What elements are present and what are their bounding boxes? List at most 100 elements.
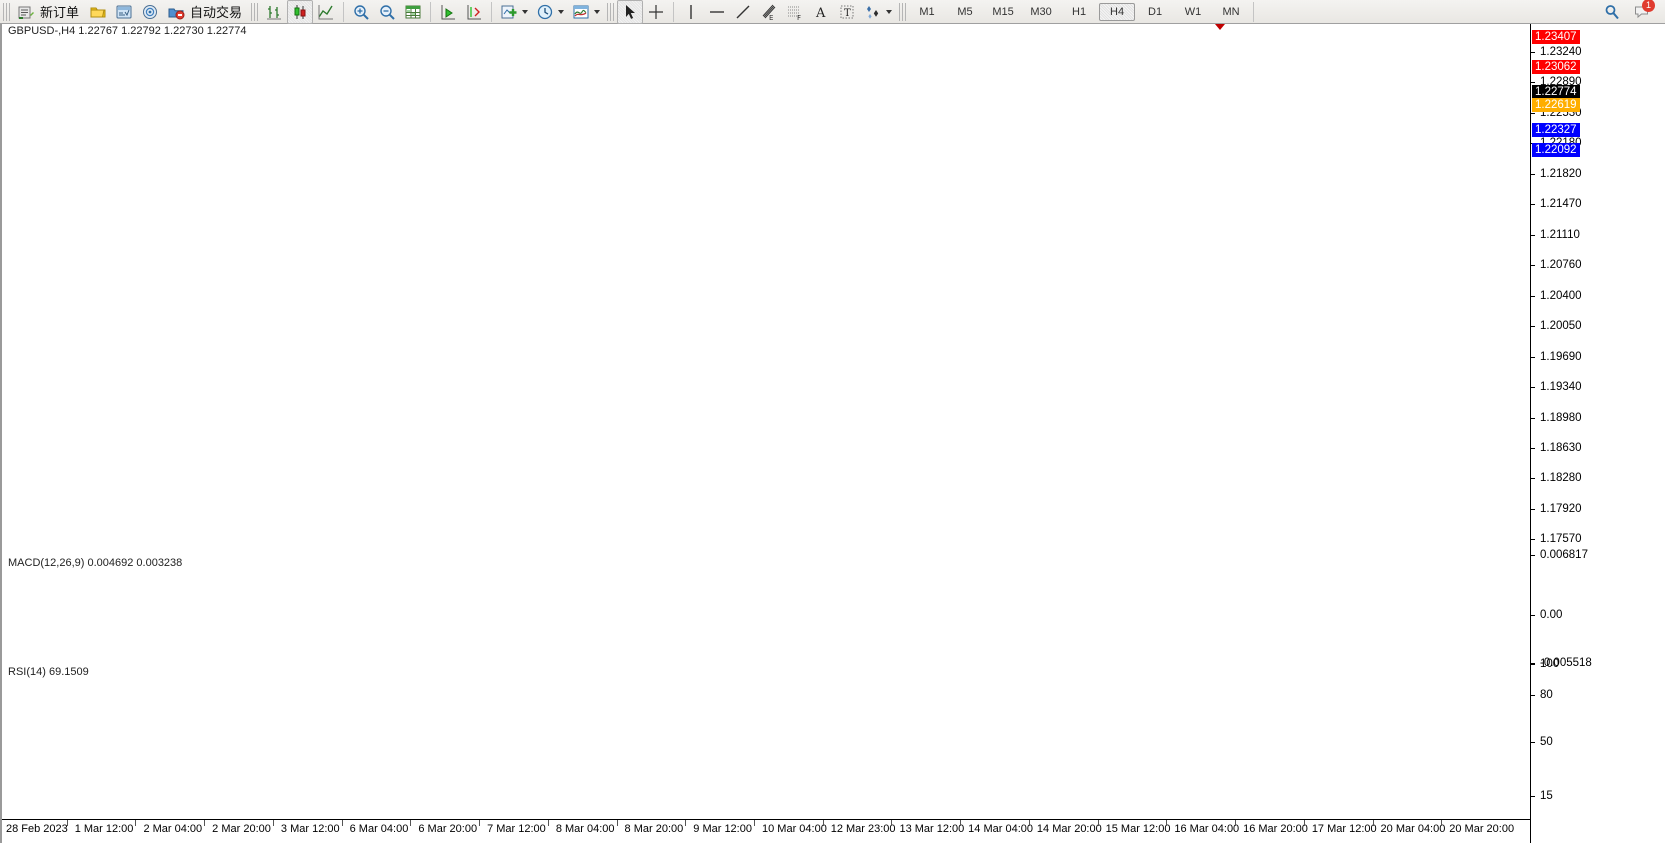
- new-order-label: 新订单: [40, 5, 80, 20]
- time-axis-separator: [1441, 820, 1443, 826]
- fibonacci-button[interactable]: F: [782, 0, 808, 24]
- toolbar-separator-5: [1253, 1, 1255, 22]
- toolbar-separator-1: [343, 1, 345, 22]
- chart-shift-button[interactable]: [461, 0, 487, 24]
- label-button[interactable]: T: [834, 0, 860, 24]
- fibonacci-icon: F: [788, 6, 801, 21]
- price-tick: [1531, 234, 1535, 236]
- trendline-button[interactable]: [730, 0, 756, 24]
- price-level-badge[interactable]: 1.22774: [1532, 84, 1580, 99]
- price-tick-label: 1.17920: [1540, 503, 1582, 516]
- price-tick: [1531, 448, 1535, 450]
- price-tick: [1531, 173, 1535, 175]
- zoom-out-button[interactable]: [374, 0, 400, 24]
- toolbar-grip-4[interactable]: [899, 1, 907, 22]
- crosshair-icon: [649, 4, 664, 19]
- price-tick-label: 1.18980: [1540, 412, 1582, 425]
- price-tick: [1531, 203, 1535, 205]
- time-axis-label: 20 Mar 20:00: [1449, 823, 1515, 835]
- chat-button[interactable]: 1: [1629, 0, 1655, 24]
- time-axis-separator: [822, 820, 824, 826]
- timeframe-m15[interactable]: M15: [992, 5, 1014, 18]
- time-axis: 28 Feb 2023 1 Mar 12:00 2 Mar 04:00 2 Mar 2…: [2, 819, 1665, 843]
- toolbar-separator-2: [430, 1, 432, 22]
- auto-trading-button[interactable]: 自动交易: [163, 0, 248, 24]
- svg-text:T: T: [844, 8, 851, 19]
- market-watch-button[interactable]: [85, 0, 111, 24]
- shapes-icon: [867, 5, 879, 19]
- toolbar-grip-2[interactable]: [251, 1, 259, 22]
- time-axis-separator: [891, 820, 893, 826]
- text-button[interactable]: A: [808, 0, 834, 24]
- time-axis-label: 9 Mar 12:00: [693, 823, 752, 835]
- time-axis-label: 1 Mar 12:00: [74, 823, 134, 835]
- time-axis-separator: [685, 820, 687, 826]
- vertical-line-button[interactable]: [678, 0, 704, 24]
- time-axis-separator: [410, 820, 412, 826]
- rsi-label: RSI(14) 69.1509: [8, 666, 89, 678]
- price-level-badge[interactable]: 1.22327: [1532, 123, 1580, 138]
- timeframe-d1[interactable]: D1: [1148, 5, 1163, 18]
- trendline-icon: [736, 5, 750, 18]
- equidistant-channel-button[interactable]: E: [756, 0, 782, 24]
- horizontal-line-button[interactable]: [704, 0, 730, 24]
- time-axis-label: 6 Mar 20:00: [418, 823, 478, 835]
- new-order-button[interactable]: 新订单: [13, 0, 85, 24]
- candlestick-chart-button[interactable]: [287, 0, 314, 24]
- crosshair-button[interactable]: [643, 0, 669, 24]
- auto-trading-icon: [168, 8, 185, 19]
- time-axis-label: 16 Mar 20:00: [1243, 823, 1308, 835]
- add-indicator-button[interactable]: [496, 0, 532, 24]
- timeframe-m5[interactable]: M5: [957, 5, 973, 18]
- bar-chart-button[interactable]: [261, 0, 287, 24]
- timeframe-mn[interactable]: MN: [1222, 5, 1240, 18]
- navigator-icon: [143, 4, 158, 19]
- cursor-button[interactable]: [617, 0, 644, 24]
- auto-scroll-button[interactable]: [435, 0, 461, 24]
- chart-area[interactable]: GBPUSD-,H4 1.22767 1.22792 1.22730 1.227…: [0, 24, 1665, 843]
- timeframe-h1[interactable]: H1: [1072, 5, 1087, 18]
- zoom-in-icon: [354, 4, 369, 20]
- price-tick: [1531, 51, 1535, 53]
- timeframe-h4[interactable]: H4: [1099, 2, 1136, 21]
- time-axis-label: 17 Mar 12:00: [1311, 823, 1377, 835]
- time-axis-separator: [341, 820, 343, 826]
- macd-tick: [1531, 663, 1535, 664]
- price-level-badge[interactable]: 1.23062: [1532, 59, 1580, 74]
- price-level-badge[interactable]: 1.23407: [1532, 30, 1580, 45]
- templates-button[interactable]: [568, 0, 604, 24]
- time-axis-label: 13 Mar 12:00: [899, 823, 965, 835]
- timeframe-w1[interactable]: W1: [1184, 5, 1202, 18]
- grid-button[interactable]: [400, 0, 426, 24]
- line-chart-button[interactable]: [313, 0, 339, 24]
- templates-icon: [573, 5, 589, 18]
- time-axis-label: 15 Mar 12:00: [1105, 823, 1171, 835]
- timeframe-m1[interactable]: M1: [919, 5, 935, 18]
- timeframe-m30[interactable]: M30: [1030, 5, 1052, 18]
- toolbar-grip-3[interactable]: [607, 1, 615, 22]
- time-axis-label: 3 Mar 12:00: [280, 823, 340, 835]
- time-axis-label: 2 Mar 04:00: [143, 823, 203, 835]
- period-button[interactable]: [532, 0, 568, 24]
- price-tick-label: 1.19690: [1540, 350, 1582, 363]
- text-label-icon: T: [840, 5, 854, 19]
- navigator-button[interactable]: [137, 0, 163, 24]
- price-level-badge[interactable]: 1.22092: [1532, 143, 1580, 158]
- price-level-badge[interactable]: 1.22619: [1532, 97, 1580, 112]
- zoom-in-button[interactable]: [348, 0, 374, 24]
- zoom-out-icon: [380, 4, 395, 20]
- shapes-button[interactable]: [860, 0, 896, 24]
- price-tick: [1531, 81, 1535, 83]
- data-window-button[interactable]: [111, 0, 137, 24]
- toolbar-separator-4: [673, 1, 675, 22]
- rsi-tick: [1531, 741, 1535, 743]
- time-axis-label: 7 Mar 12:00: [487, 823, 546, 835]
- time-axis-label: 10 Mar 04:00: [762, 823, 827, 835]
- macd-tick-label: 0.00: [1540, 608, 1563, 621]
- price-tick: [1531, 509, 1535, 511]
- toolbar-grip[interactable]: [3, 1, 10, 22]
- search-button[interactable]: [1599, 0, 1625, 24]
- text-icon: A: [815, 6, 826, 21]
- rsi-tick-label: 100: [1540, 658, 1560, 670]
- price-scale[interactable]: 1.232401.228901.225301.221801.218201.214…: [1530, 24, 1665, 843]
